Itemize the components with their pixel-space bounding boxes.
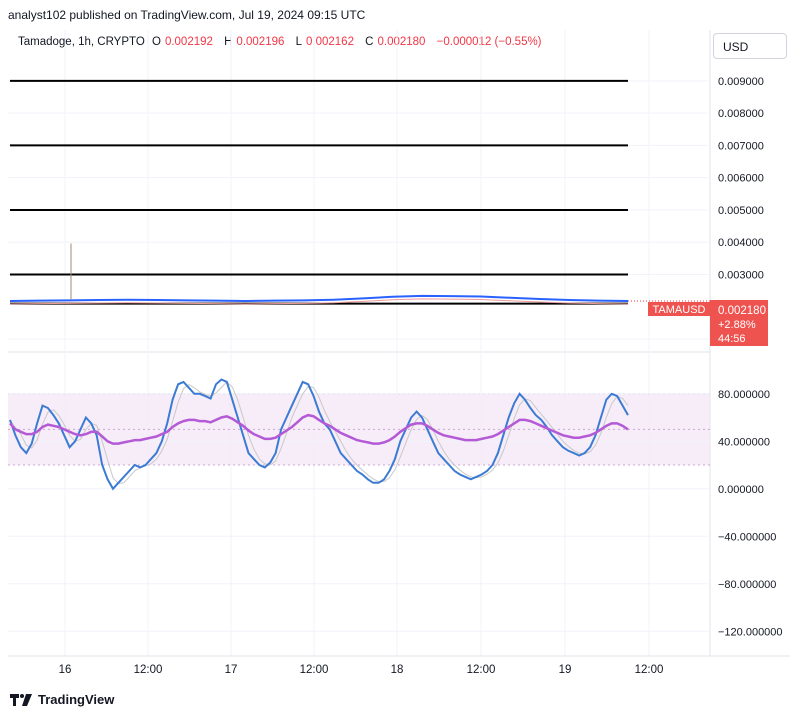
price-line (9, 294, 629, 302)
time-axis: 16 12:00 17 12:00 18 12:00 19 12:00 (59, 664, 664, 676)
time-tick-label: 12:00 (134, 664, 163, 676)
time-tick-label: 19 (559, 664, 572, 676)
oscillator-tick-label: 0.000000 (718, 484, 764, 496)
footer-brand-text: TradingView (38, 692, 115, 707)
price-tag-countdown: 44:56 (718, 333, 746, 345)
price-panel: 0.009000 0.008000 0.007000 0.006000 0.005000… (8, 30, 764, 656)
open-value: 0.002192 (164, 36, 213, 48)
time-tick-label: 18 (391, 664, 404, 676)
close-label: C (365, 36, 374, 48)
oscillator-tick-label: 80.000000 (718, 389, 770, 401)
price-tick-label: 0.007000 (718, 140, 764, 152)
oscillator-panel: 80.000000 40.000000 0.000000 −40.000000 −80.… (8, 378, 783, 639)
price-series (9, 243, 710, 305)
price-tick-label: 0.005000 (718, 205, 764, 217)
symbol-label[interactable]: Tamadoge, 1h, CRYPTO (18, 36, 145, 48)
open-label: O (151, 36, 161, 48)
price-tag-change: +2.88% (718, 319, 756, 331)
footer-brand[interactable]: TradingView (10, 692, 114, 707)
oscillator-tick-label: 40.000000 (718, 436, 770, 448)
high-value: 0.002196 (236, 36, 285, 48)
ticker-tag: TAMAUSD (653, 304, 706, 316)
price-tick-label: 0.009000 (718, 76, 764, 88)
symbol-legend: Tamadoge, 1h, CRYPTO O 0.002192 H 0.002196… (18, 36, 550, 48)
price-tag-price: 0.002180 (718, 305, 766, 317)
high-label: H (224, 36, 233, 48)
price-tick-label: 0.003000 (718, 270, 764, 282)
time-tick-label: 12:00 (635, 664, 664, 676)
price-tag-bg (710, 300, 768, 346)
price-tick-label: 0.006000 (718, 173, 764, 185)
publish-header: analyst102 published on TradingView.com,… (8, 8, 366, 22)
price-envelope-line (9, 298, 629, 305)
time-tick-label: 12:00 (467, 664, 496, 676)
change-value: −0.000012 (−0.55%) (436, 36, 542, 48)
price-tag: TAMAUSD 0.002180 +2.88% 44:56 (648, 300, 768, 346)
currency-button[interactable]: USD (713, 33, 787, 59)
time-tick-label: 16 (59, 664, 72, 676)
low-label: L (295, 36, 302, 48)
oscillator-series (9, 378, 629, 491)
price-tick-label: 0.004000 (718, 237, 764, 249)
oscillator-grid (8, 393, 710, 632)
time-tick-label: 12:00 (300, 664, 329, 676)
close-value: 0.002180 (377, 36, 426, 48)
oscillator-tick-label: −80.000000 (718, 579, 776, 591)
horizontal-levels (10, 79, 628, 305)
time-tick-label: 17 (225, 664, 238, 676)
price-tick-label: 0.008000 (718, 108, 764, 120)
stochastic-k-line (9, 378, 629, 491)
rsi-line (9, 413, 629, 445)
ticker-tag-bg (648, 302, 710, 316)
oscillator-tick-label: −40.000000 (718, 531, 776, 543)
tradingview-logo-icon (10, 693, 32, 706)
price-grid (8, 30, 710, 656)
oscillator-tick-label: −120.000000 (718, 626, 783, 638)
oscillator-y-axis: 80.000000 40.000000 0.000000 −40.000000 −80.… (718, 389, 783, 639)
low-value: 0.002162 (306, 36, 354, 48)
